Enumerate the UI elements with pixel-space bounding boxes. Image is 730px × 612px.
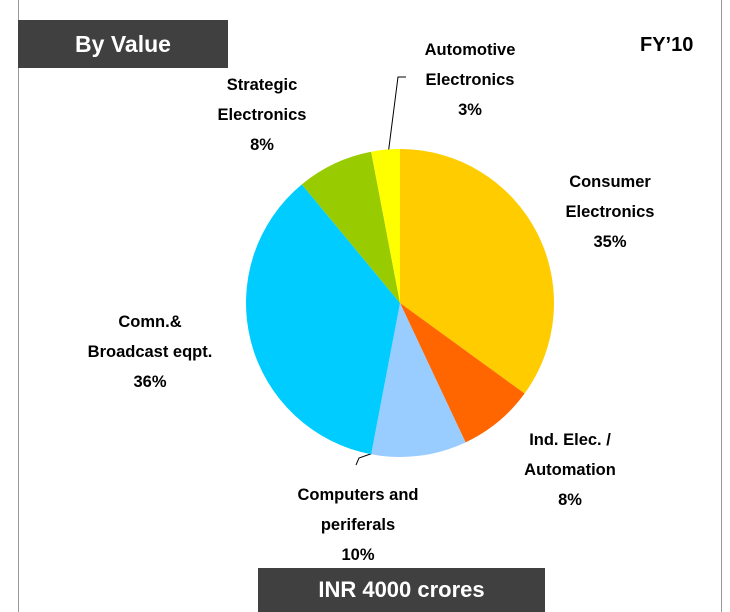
- slice-label: Ind. Elec. / Automation 8%: [524, 425, 616, 515]
- value-label: 3%: [458, 101, 482, 119]
- value-label: 8%: [250, 136, 274, 154]
- value-label: 8%: [558, 491, 582, 509]
- category-label: Computers and periferals: [297, 486, 419, 534]
- category-label: Comn.& Broadcast eqpt.: [87, 313, 213, 361]
- category-label: Ind. Elec. / Automation: [524, 431, 616, 479]
- slice-label: Strategic Electronics 8%: [218, 70, 307, 160]
- slice-label: Comn.& Broadcast eqpt. 36%: [88, 307, 213, 397]
- leader-line: [387, 76, 406, 156]
- category-label: Automotive Electronics: [424, 41, 516, 89]
- frame: [18, 0, 722, 612]
- pie-slice: [400, 149, 554, 394]
- pie-slice: [371, 303, 466, 457]
- footer-label: INR 4000 crores: [258, 568, 545, 612]
- pie-slice: [301, 151, 400, 303]
- pie-slice: [371, 149, 400, 303]
- pie-slice: [400, 303, 525, 443]
- slice-label: Consumer Electronics 35%: [566, 167, 655, 257]
- slice-label: Computers and periferals 10%: [297, 480, 418, 570]
- pie-slice: [245, 184, 400, 455]
- chart-title: By Value: [18, 20, 228, 68]
- value-label: 35%: [593, 233, 627, 251]
- period-label: FY’10: [640, 34, 694, 56]
- category-label: Strategic Electronics: [217, 76, 307, 124]
- value-label: 10%: [341, 546, 375, 564]
- category-label: Consumer Electronics: [565, 173, 655, 221]
- value-label: 36%: [133, 373, 167, 391]
- slice-label: Automotive Electronics 3%: [425, 35, 516, 125]
